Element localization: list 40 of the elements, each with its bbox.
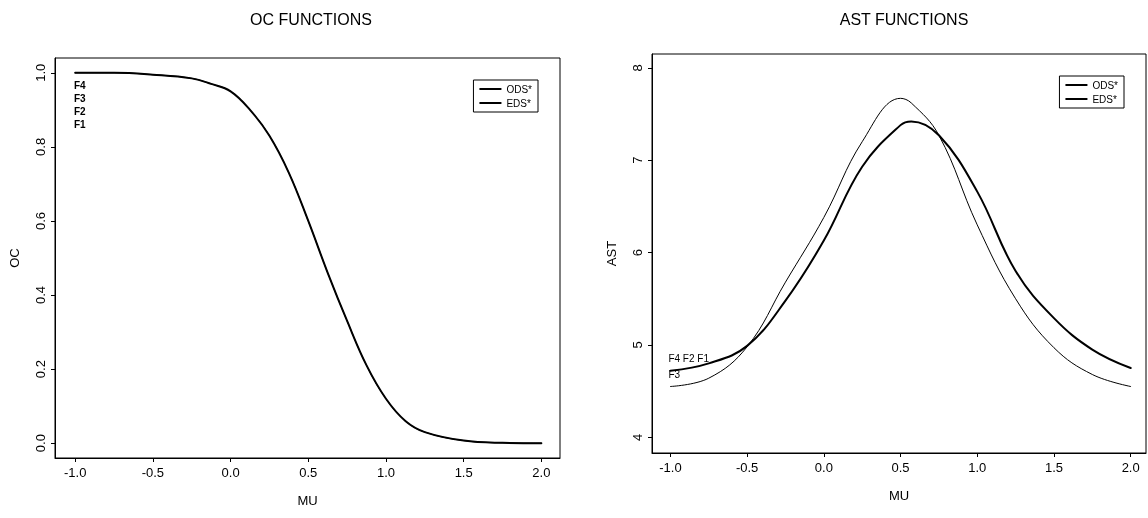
x-tick-label: -0.5 [141, 465, 165, 480]
x-axis-title: MU [297, 493, 318, 508]
annotation: F1 [74, 118, 87, 130]
chart-title: OC FUNCTIONS [250, 10, 372, 28]
legend-label: ODS* [506, 83, 533, 95]
x-tick-label: -1.0 [659, 460, 682, 475]
y-tick-label: 0.8 [33, 137, 48, 156]
annotation: F4 F2 F1 [668, 353, 710, 365]
x-tick-label: 2.0 [532, 465, 551, 480]
y-tick-label: 0.4 [33, 286, 48, 305]
x-tick-label: 0.5 [891, 460, 910, 475]
x-tick-label: 1.5 [454, 465, 473, 480]
y-axis-title: OC [7, 248, 22, 268]
x-tick-label: 2.0 [1121, 460, 1140, 475]
y-axis-title: AST [604, 240, 619, 267]
x-tick-label: 1.0 [968, 460, 987, 475]
legend-label: ODS* [1092, 79, 1119, 91]
y-tick-label: 1.0 [33, 63, 48, 82]
y-tick-label: 0.6 [33, 211, 48, 230]
x-tick-label: 1.0 [376, 465, 396, 480]
y-tick-label: 0.2 [33, 360, 48, 379]
x-tick-label: -0.5 [735, 460, 759, 475]
legend-label: EDS* [506, 97, 531, 109]
y-tick-label: 7 [630, 156, 645, 164]
x-tick-label: -1.0 [64, 465, 87, 480]
y-tick-label: 6 [630, 248, 645, 257]
x-tick-label: 0.0 [814, 460, 833, 475]
chart-title: AST FUNCTIONS [839, 10, 969, 28]
x-tick-label: 0.5 [299, 465, 318, 480]
y-tick-label: 0.0 [33, 434, 48, 453]
y-tick-label: 5 [630, 341, 645, 349]
x-tick-label: 1.5 [1044, 460, 1063, 475]
x-tick-label: 0.0 [221, 465, 240, 480]
y-tick-label: 4 [630, 433, 645, 441]
legend-label: EDS* [1092, 93, 1117, 105]
annotation: F3 [74, 92, 87, 104]
annotation: F2 [74, 105, 87, 117]
x-axis-title: MU [888, 488, 910, 503]
annotation: F4 [74, 79, 87, 91]
y-tick-label: 8 [630, 64, 645, 72]
